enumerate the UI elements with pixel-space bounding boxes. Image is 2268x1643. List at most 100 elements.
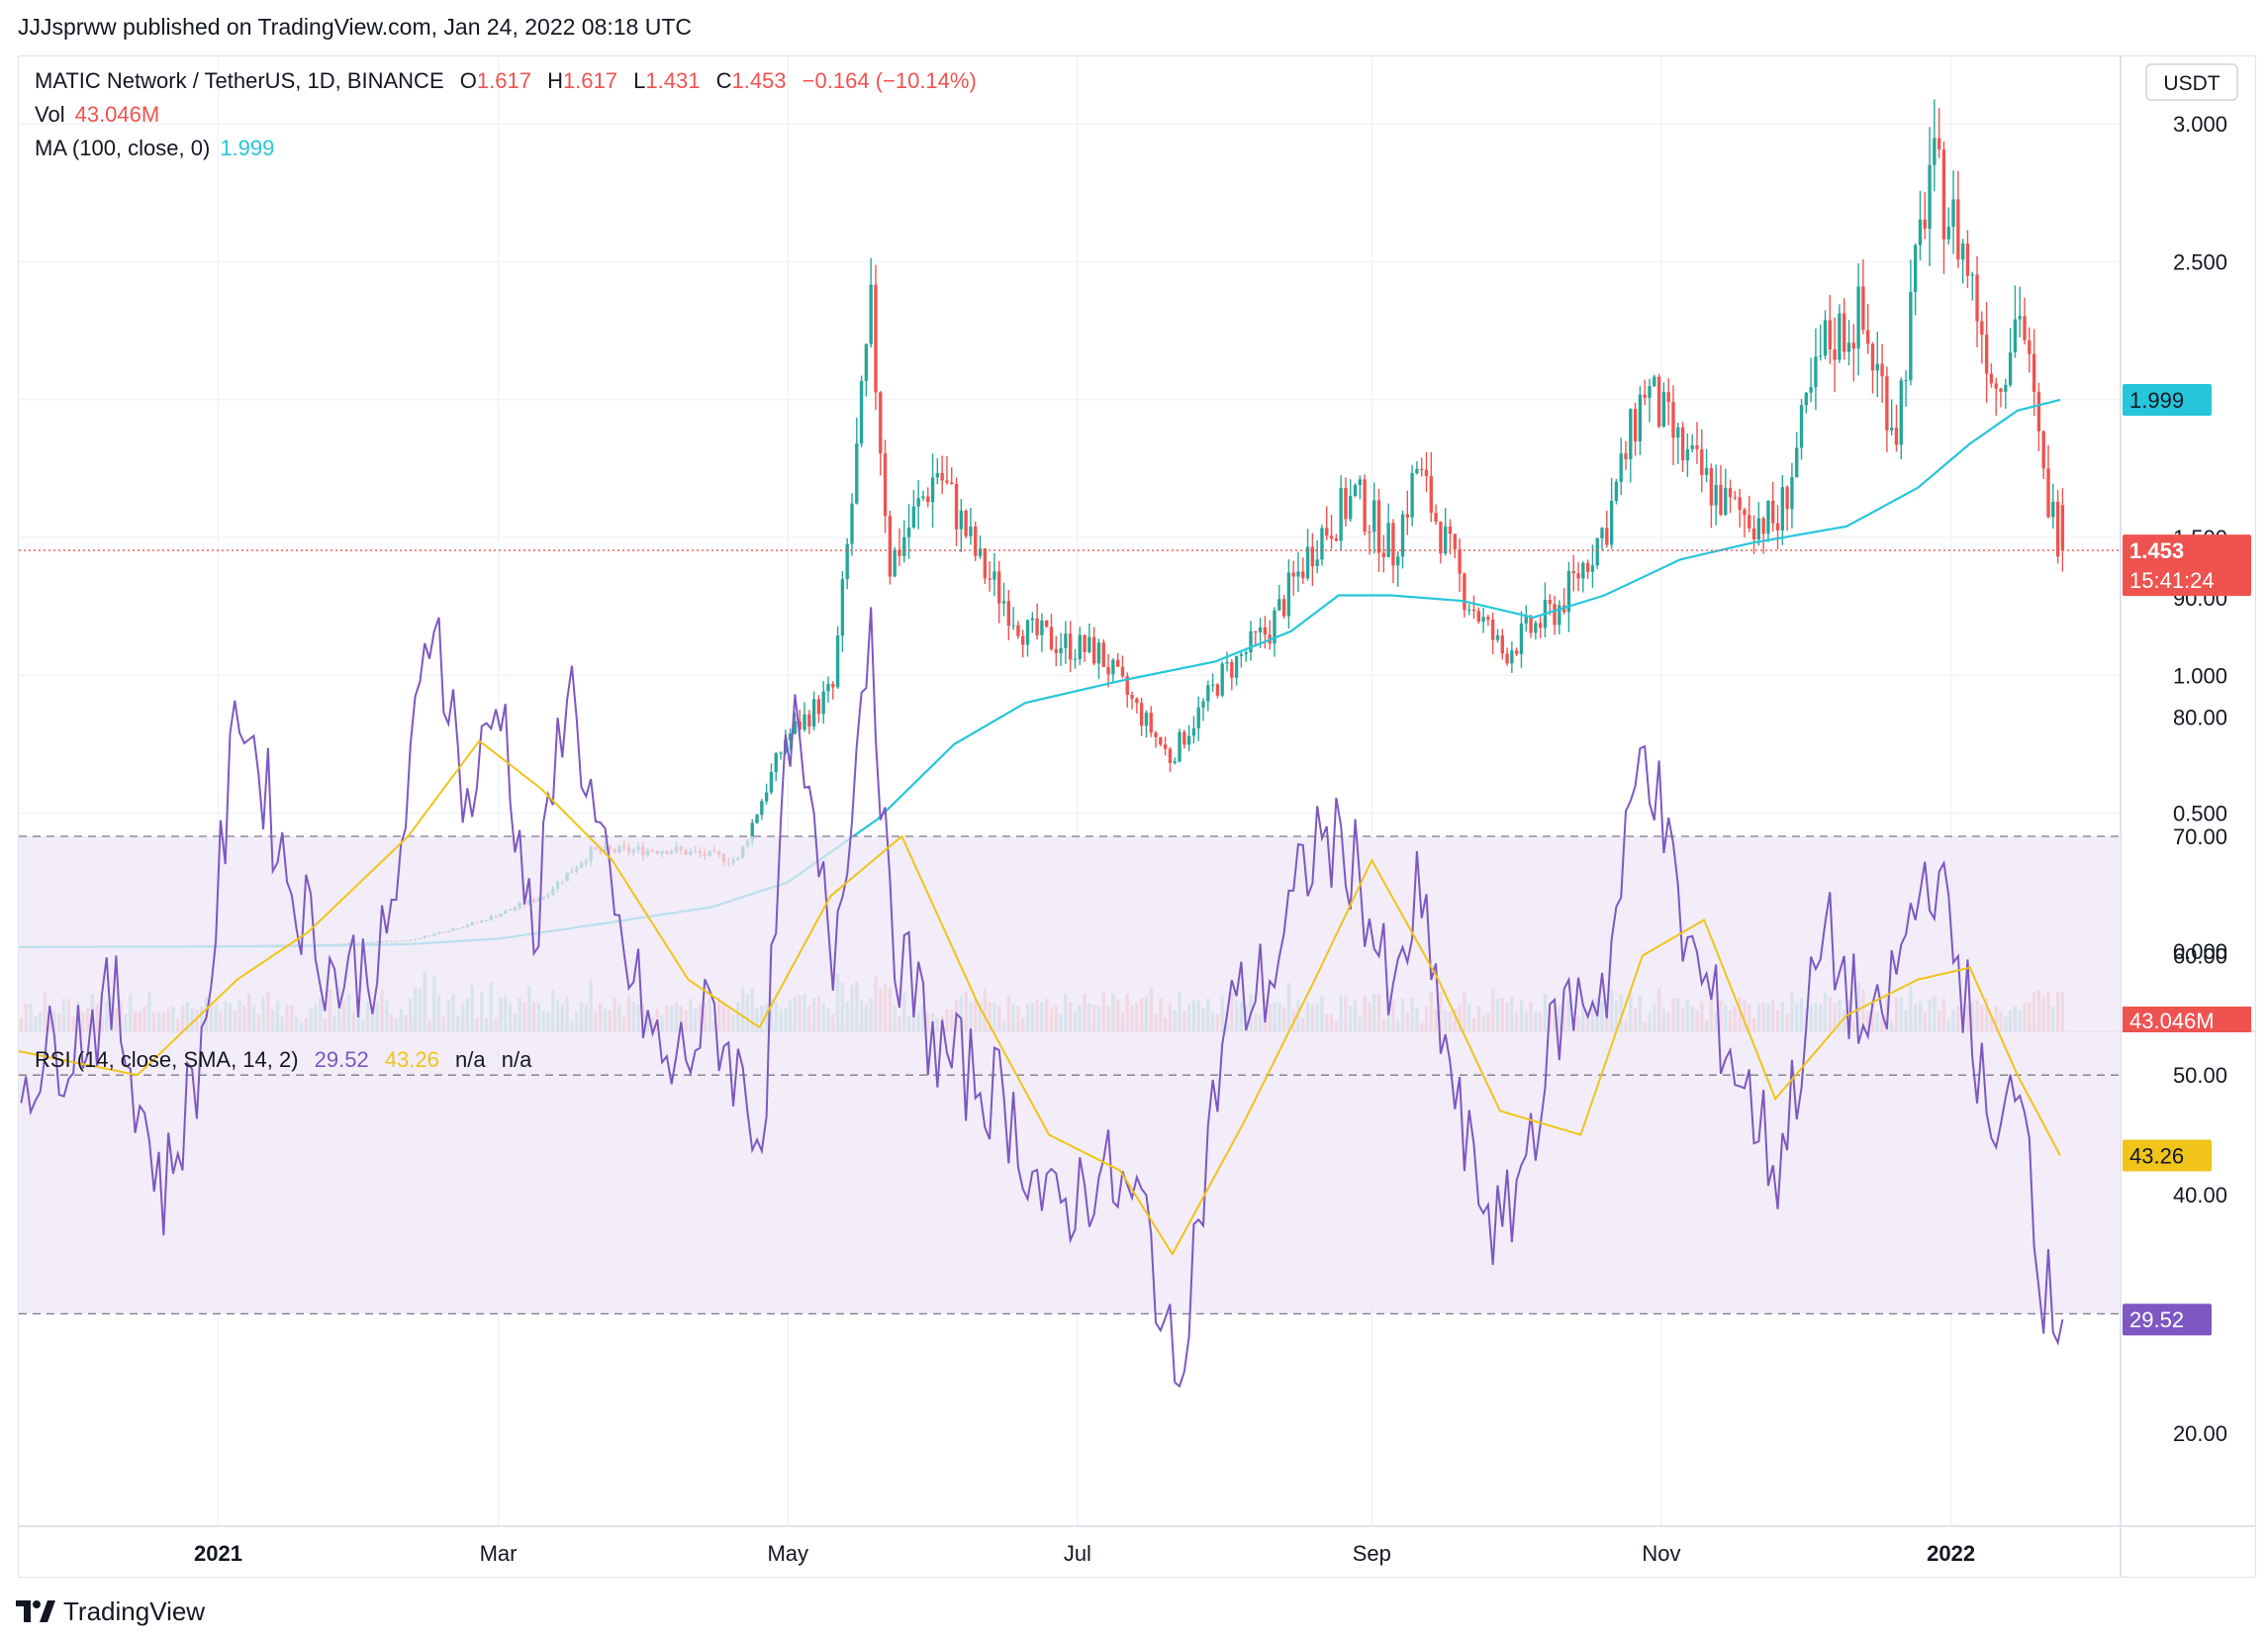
candle-body: [1035, 618, 1039, 635]
candle-body: [1595, 537, 1599, 566]
time-tick-label: 2021: [194, 1541, 242, 1566]
candle-body: [1405, 514, 1409, 518]
ma-legend: MA (100, close, 0) 1.999: [35, 136, 274, 161]
candle-body: [1120, 666, 1125, 677]
candle-body: [1159, 736, 1163, 745]
candle-body: [1661, 392, 1666, 427]
candle-body: [1429, 476, 1433, 514]
candle-body: [1899, 380, 1903, 445]
ma-value: 1.999: [220, 136, 275, 160]
candle-body: [1059, 647, 1063, 653]
time-tick-label: Mar: [480, 1541, 518, 1566]
candle-body: [1695, 444, 1699, 449]
candle-body: [969, 527, 973, 536]
rsi-tick-label: 50.00: [2173, 1063, 2227, 1088]
candle-body: [2036, 391, 2041, 432]
rsi-ma-tag-label: 43.26: [2129, 1143, 2184, 1168]
candle-body: [1453, 533, 1457, 549]
candle-body: [1709, 467, 1714, 506]
ma-price-tag: [2123, 383, 2212, 416]
chart-canvas[interactable]: 3.0002.5001.5001.0000.5000.00090.0080.00…: [18, 56, 2255, 1577]
candle-body: [1467, 609, 1471, 611]
candle-body: [1819, 355, 1823, 357]
candle-body: [1011, 625, 1015, 627]
candle-body: [1315, 559, 1319, 567]
candle-body: [1861, 286, 1865, 331]
candle-body: [974, 527, 978, 556]
price-tick-label: 0.500: [2173, 802, 2227, 826]
candle-body: [1548, 599, 1552, 605]
candle-body: [921, 496, 925, 499]
candle-body: [1463, 573, 1466, 611]
candle-body: [755, 815, 759, 823]
candle-body: [1514, 650, 1519, 654]
volume-tag: [2123, 1007, 2251, 1032]
candle-body: [1277, 599, 1281, 611]
close-value: 1.453: [731, 68, 787, 93]
candle-body: [1444, 526, 1448, 554]
candle-body: [1761, 518, 1765, 534]
candle-body: [1182, 731, 1186, 745]
high-value: 1.617: [562, 68, 618, 93]
high-label: H: [547, 68, 563, 93]
candle-body: [1215, 684, 1220, 696]
candle-body: [1619, 453, 1623, 482]
chart-container[interactable]: 3.0002.5001.5001.0000.5000.00090.0080.00…: [18, 55, 2256, 1578]
candle-body: [1999, 388, 2003, 392]
candle-body: [1087, 636, 1091, 652]
candle-body: [1624, 453, 1628, 459]
candle-body: [1476, 611, 1480, 623]
volume-tag-label: 43.046M: [2129, 1009, 2215, 1033]
candle-body: [1073, 658, 1078, 660]
candle-body: [2023, 316, 2027, 340]
ma-label: MA (100, close, 0): [35, 136, 211, 160]
candle-body: [1933, 138, 1937, 165]
candle-body: [874, 284, 878, 393]
candle-body: [1809, 387, 1813, 393]
candle-body: [1923, 219, 1927, 230]
candle-body: [1101, 642, 1105, 667]
candle-body: [959, 511, 964, 530]
candle-body: [983, 548, 988, 579]
currency-button: [2145, 63, 2238, 101]
price-tick-label: 3.000: [2173, 112, 2227, 137]
currency-label: USDT: [2163, 72, 2220, 95]
candle-body: [1301, 571, 1305, 579]
candle-body: [803, 714, 806, 730]
candle-body: [1690, 444, 1694, 449]
candle-body: [1913, 244, 1918, 292]
candle-body: [1030, 618, 1034, 621]
candle-body: [1989, 373, 1994, 384]
candle-body: [1349, 496, 1353, 520]
candle-body: [1656, 376, 1661, 427]
candle-body: [1296, 571, 1300, 577]
candle-body: [1828, 320, 1832, 349]
candle-body: [2032, 353, 2036, 392]
candle-body: [911, 506, 916, 528]
candle-body: [1666, 392, 1670, 403]
candle-body: [1239, 653, 1244, 656]
candle-body: [2060, 505, 2065, 551]
candle-body: [1960, 243, 1965, 260]
price-tick-label: 2.500: [2173, 249, 2227, 274]
candle-body: [1714, 484, 1718, 506]
candle-body: [1909, 291, 1913, 381]
candle-body: [1045, 621, 1049, 628]
candle-body: [1941, 149, 1946, 240]
candle-body: [1305, 546, 1310, 579]
volume-legend: Vol 43.046M: [35, 102, 159, 128]
footer-brand[interactable]: TradingView: [16, 1592, 205, 1631]
candle-body: [1168, 748, 1173, 763]
candle-body: [1281, 599, 1286, 617]
candle-body: [774, 752, 778, 773]
candle-body: [1733, 497, 1738, 499]
candle-body: [950, 482, 954, 484]
candle-body: [1585, 562, 1590, 572]
candle-body: [1918, 219, 1923, 245]
candle-body: [1186, 735, 1191, 745]
price-tick-label: 1.000: [2173, 663, 2227, 688]
rsi-ma-value: 43.26: [384, 1047, 439, 1072]
candle-body: [935, 472, 940, 478]
candle-body: [1486, 617, 1490, 620]
candle-body: [764, 792, 769, 802]
